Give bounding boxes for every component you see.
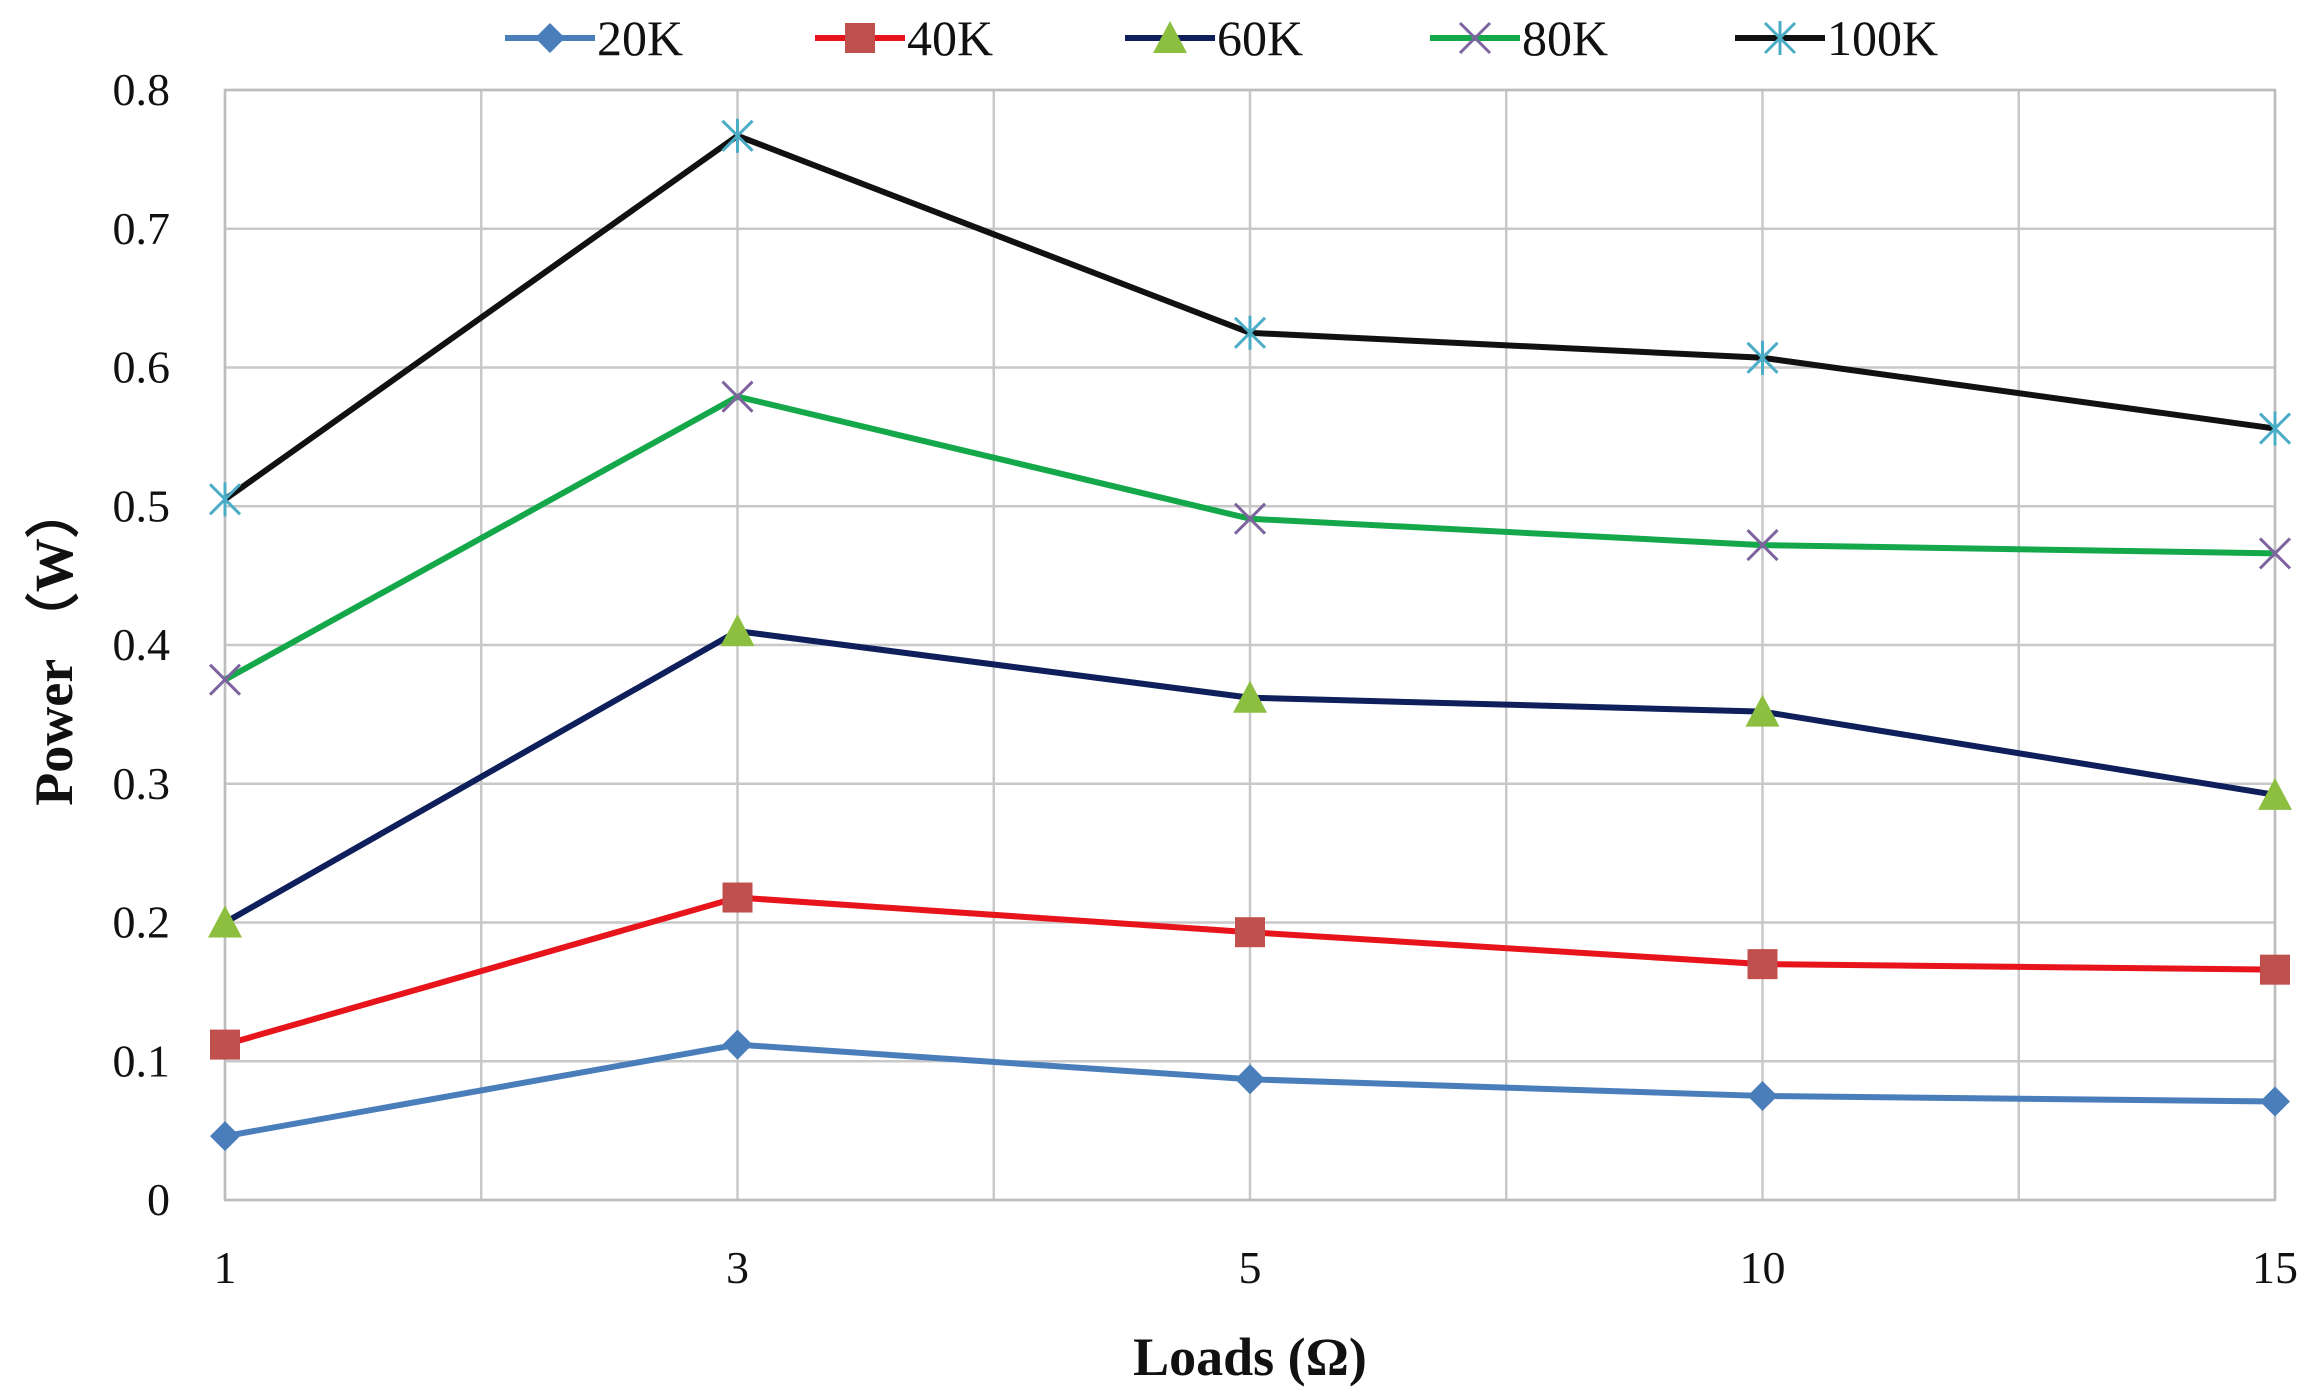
legend-label: 100K xyxy=(1827,10,1938,66)
y-axis-title: Power （W） xyxy=(24,484,84,805)
data-point xyxy=(1233,680,1267,713)
data-point xyxy=(1747,1080,1778,1111)
data-point xyxy=(720,614,755,647)
legend-label: 60K xyxy=(1217,10,1303,66)
y-tick-label: 0.1 xyxy=(113,1035,171,1086)
data-point xyxy=(1235,1064,1265,1095)
data-point xyxy=(1233,315,1267,350)
y-tick-label: 0.8 xyxy=(113,64,171,115)
data-point xyxy=(208,482,242,517)
y-tick-label: 0.3 xyxy=(113,758,171,809)
data-point xyxy=(210,1029,240,1060)
legend-item: 60K xyxy=(1125,10,1303,66)
legend-label: 80K xyxy=(1522,10,1608,66)
y-tick-label: 0.5 xyxy=(113,480,171,531)
data-point xyxy=(2258,411,2292,446)
legend-label: 40K xyxy=(907,10,993,66)
plot-area xyxy=(223,88,2277,1202)
x-tick-label: 3 xyxy=(726,1242,749,1293)
plot-border xyxy=(223,88,2277,1202)
y-tick-label: 0.6 xyxy=(113,342,171,393)
data-point xyxy=(2260,1086,2290,1117)
data-point xyxy=(1746,340,1779,375)
legend-marker xyxy=(845,23,875,53)
y-tick-label: 0.7 xyxy=(113,203,171,254)
grid xyxy=(223,88,2277,1202)
data-point xyxy=(722,882,753,913)
data-point xyxy=(721,380,754,413)
legend-item: 100K xyxy=(1735,10,1938,66)
data-point xyxy=(722,1029,753,1060)
data-point xyxy=(210,1121,240,1152)
y-tick-label: 0.4 xyxy=(113,619,171,670)
series-layer xyxy=(208,118,2292,1152)
data-point xyxy=(1746,529,1779,562)
legend-marker xyxy=(1458,21,1492,55)
legend-marker xyxy=(535,23,565,53)
data-point xyxy=(208,905,242,938)
series-60K xyxy=(208,614,2292,938)
data-point xyxy=(2260,954,2290,985)
x-axis-title: Loads (Ω) xyxy=(1133,1327,1367,1387)
series-40K xyxy=(210,882,2290,1060)
x-tick-labels: 1 3 5 10 15 xyxy=(214,1242,2299,1293)
data-point xyxy=(1235,917,1265,948)
series-20K xyxy=(210,1029,2290,1152)
legend-item: 80K xyxy=(1430,10,1608,66)
data-point xyxy=(2258,537,2292,570)
series-80K xyxy=(208,380,2292,696)
data-point xyxy=(1745,694,1780,727)
x-tick-label: 15 xyxy=(2252,1242,2298,1293)
y-tick-label: 0 xyxy=(147,1174,170,1225)
legend-label: 20K xyxy=(597,10,683,66)
y-tick-label: 0.2 xyxy=(113,897,171,948)
legend: 20K 40K 60K 80K 100K xyxy=(505,10,1938,66)
y-tick-labels: 0 0.1 0.2 0.3 0.4 0.5 0.6 0.7 0.8 xyxy=(113,64,171,1225)
data-point xyxy=(1233,502,1267,535)
legend-item: 40K xyxy=(815,10,993,66)
x-tick-label: 10 xyxy=(1740,1242,1786,1293)
series-100K xyxy=(208,118,2292,517)
x-tick-label: 5 xyxy=(1239,1242,1262,1293)
x-tick-label: 1 xyxy=(214,1242,237,1293)
legend-marker xyxy=(1153,21,1187,53)
data-point xyxy=(2258,777,2292,810)
data-point xyxy=(721,118,754,153)
legend-marker xyxy=(1763,21,1797,55)
legend-item: 20K xyxy=(505,10,683,66)
data-point xyxy=(1747,949,1778,980)
data-point xyxy=(208,663,242,696)
